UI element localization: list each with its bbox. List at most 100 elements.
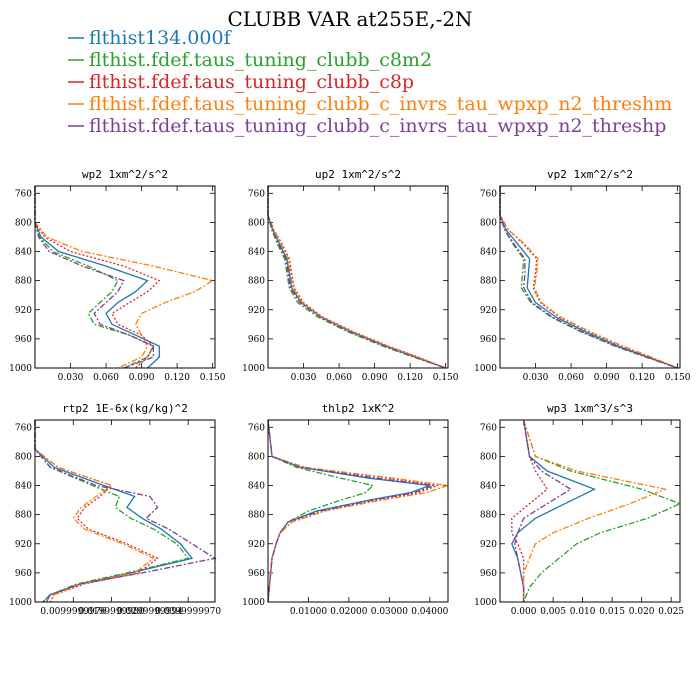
panel: vp2 1xm^2/s^2 760 800 840 880 920 960 1000 0.030… <box>474 168 691 383</box>
y-tick-label: 1000 <box>474 598 497 608</box>
y-tick-label: 880 <box>15 277 32 287</box>
x-tick-label: 0.030 <box>523 373 549 383</box>
y-tick-label: 960 <box>248 335 265 345</box>
x-tick-label: 0.0299999994 <box>117 607 183 617</box>
y-tick-label: 800 <box>480 218 497 228</box>
panel: thlp2 1xK^2 760 800 840 880 920 960 1000 0.01000… <box>242 402 449 617</box>
panel: wp3 1xm^3/s^3 760 800 840 880 920 960 1000 0.000… <box>474 402 684 617</box>
series-line <box>267 419 439 603</box>
y-tick-label: 800 <box>248 218 265 228</box>
x-tick-label: 0.030 <box>291 373 317 383</box>
y-tick-label: 920 <box>15 540 32 550</box>
series-line <box>499 186 678 369</box>
series-line <box>34 420 190 603</box>
panel-title: rtp2 1E-6x(kg/kg)^2 <box>62 402 188 415</box>
y-tick-label: 1000 <box>9 598 32 608</box>
y-tick-label: 760 <box>480 423 497 433</box>
y-tick-label: 920 <box>480 540 497 550</box>
y-tick-label: 840 <box>15 482 32 492</box>
y-tick-label: 960 <box>15 335 32 345</box>
plot-frame <box>34 419 216 603</box>
y-tick-label: 800 <box>15 452 32 462</box>
y-tick-label: 800 <box>15 218 32 228</box>
x-tick-label: 0.015 <box>599 607 625 617</box>
legend-label: flthist.fdef.taus_tuning_clubb_c8p <box>89 71 414 93</box>
series-line <box>514 419 573 602</box>
y-tick-label: 960 <box>248 569 265 579</box>
series-line <box>499 186 678 369</box>
series-line <box>267 186 446 369</box>
y-tick-label: 800 <box>480 452 497 462</box>
x-tick-label: 0.02000 <box>330 607 367 617</box>
y-tick-label: 880 <box>15 511 32 521</box>
series-line <box>522 419 682 603</box>
y-tick-label: 840 <box>248 248 265 258</box>
x-tick-label: 0.01000 <box>290 607 327 617</box>
x-tick-label: 0.0199999980 <box>79 607 145 617</box>
series-line <box>34 420 159 603</box>
series-line <box>511 419 549 602</box>
plot-frame <box>267 185 449 369</box>
x-tick-label: 0.090 <box>594 373 620 383</box>
series-line <box>267 419 449 603</box>
series-line <box>267 419 435 603</box>
y-tick-label: 760 <box>248 423 265 433</box>
series-line <box>267 419 431 603</box>
y-tick-label: 840 <box>480 248 497 258</box>
x-tick-label: 0.060 <box>326 373 352 383</box>
series-line <box>267 186 446 369</box>
x-tick-label: 0.120 <box>629 373 655 383</box>
x-tick-label: 0.025 <box>658 607 684 617</box>
panel: up2 1xm^2/s^2 760 800 840 880 920 960 1000 0.030… <box>242 168 459 383</box>
plot-frame <box>499 419 681 603</box>
y-tick-label: 760 <box>248 189 265 199</box>
series-line <box>34 186 215 369</box>
series-line <box>34 420 217 603</box>
x-tick-label: 0.120 <box>164 373 190 383</box>
legend-label: flthist.fdef.taus_tuning_clubb_c_invrs_t… <box>89 93 672 115</box>
panels: wp2 1xm^2/s^2 760 800 840 880 920 960 1000 0.030… <box>9 168 691 617</box>
series-line <box>499 186 678 369</box>
series-line <box>511 419 597 602</box>
x-tick-label: 0.005 <box>540 607 566 617</box>
y-tick-label: 760 <box>15 189 32 199</box>
x-tick-label: 0.090 <box>129 373 155 383</box>
x-tick-label: 0.000 <box>511 607 537 617</box>
series-line <box>34 186 160 369</box>
x-tick-label: 0.010 <box>570 607 596 617</box>
y-tick-label: 840 <box>248 482 265 492</box>
y-tick-label: 800 <box>248 452 265 462</box>
series-line <box>267 186 446 369</box>
panel: rtp2 1E-6x(kg/kg)^2 760 800 840 880 920 960 100… <box>9 402 221 617</box>
x-tick-label: 0.150 <box>665 373 691 383</box>
panel-title: wp2 1xm^2/s^2 <box>82 168 168 181</box>
series-line <box>499 186 678 369</box>
y-tick-label: 1000 <box>474 364 497 374</box>
series-line <box>522 419 668 602</box>
legend-entry: flthist.fdef.taus_tuning_clubb_c_invrs_t… <box>68 115 666 137</box>
x-tick-label: 0.0399999970 <box>155 607 221 617</box>
y-tick-label: 1000 <box>242 598 265 608</box>
x-tick-label: 0.030 <box>58 373 84 383</box>
x-tick-label: 0.0099999976 <box>40 607 106 617</box>
y-tick-label: 840 <box>15 248 32 258</box>
y-tick-label: 880 <box>480 277 497 287</box>
y-tick-label: 960 <box>480 335 497 345</box>
y-tick-label: 880 <box>480 511 497 521</box>
y-tick-label: 920 <box>15 306 32 316</box>
plot-frame <box>34 185 216 369</box>
series-line <box>499 186 678 369</box>
y-tick-label: 960 <box>15 569 32 579</box>
x-tick-label: 0.04000 <box>411 607 448 617</box>
y-tick-label: 920 <box>248 540 265 550</box>
plot-frame <box>499 185 681 369</box>
legend-label: flthist.fdef.taus_tuning_clubb_c8m2 <box>89 49 432 71</box>
y-tick-label: 1000 <box>242 364 265 374</box>
x-tick-label: 0.03000 <box>371 607 408 617</box>
x-tick-label: 0.150 <box>433 373 459 383</box>
panel-title: wp3 1xm^3/s^3 <box>547 402 633 415</box>
panel-title: vp2 1xm^2/s^2 <box>547 168 633 181</box>
panel-title: up2 1xm^2/s^2 <box>315 168 401 181</box>
x-tick-label: 0.090 <box>362 373 388 383</box>
